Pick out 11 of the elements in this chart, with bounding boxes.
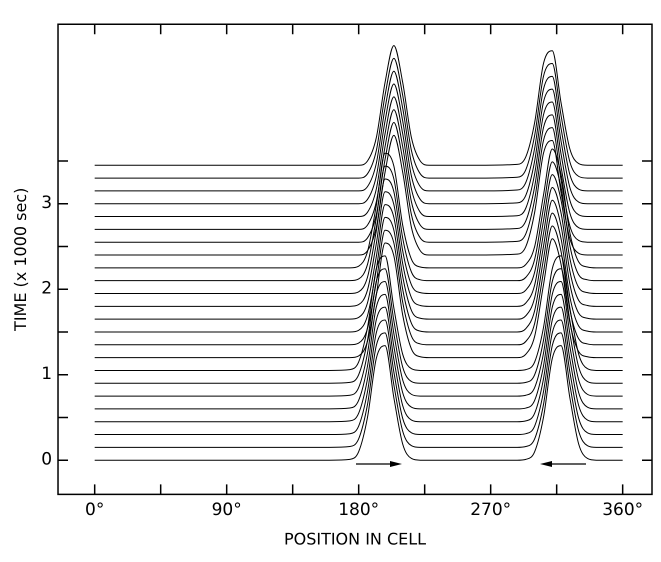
- x-tick-label: 270°: [470, 500, 512, 520]
- y-tick-label: 0: [41, 450, 52, 470]
- x-tick-label: 90°: [212, 500, 242, 520]
- x-tick-label: 360°: [602, 500, 644, 520]
- y-tick-label: 1: [41, 364, 52, 384]
- y-axis-title: TIME (x 1000 sec): [10, 188, 30, 332]
- y-tick-label: 2: [41, 278, 52, 299]
- x-axis-title: POSITION IN CELL: [284, 530, 426, 549]
- y-tick-label: 3: [41, 193, 52, 214]
- x-tick-label: 0°: [85, 500, 104, 520]
- x-tick-label: 180°: [338, 500, 380, 520]
